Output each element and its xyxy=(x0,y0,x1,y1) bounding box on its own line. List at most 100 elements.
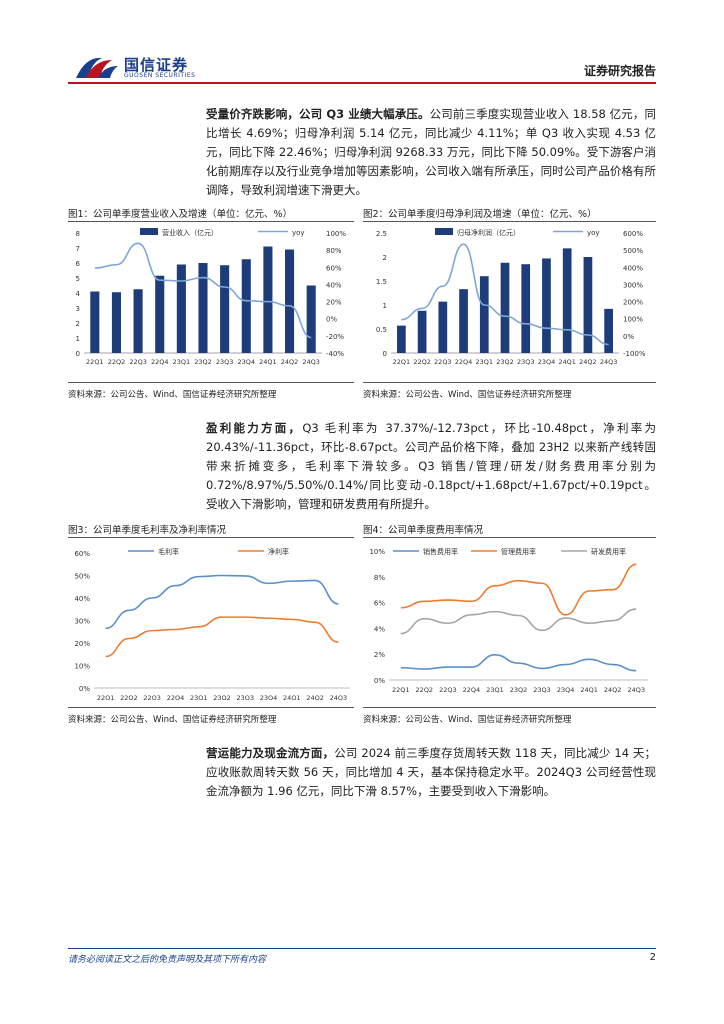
y-tick-label: 10% xyxy=(74,663,90,671)
x-tick-label: 23Q3 xyxy=(533,686,551,694)
bar xyxy=(241,259,251,353)
left-tick-label: 2 xyxy=(383,254,387,262)
bar xyxy=(562,248,572,353)
bar xyxy=(583,257,593,353)
legend-swatch-bar xyxy=(140,228,158,235)
y-tick-label: 0% xyxy=(79,685,90,693)
x-tick-label: 23Q2 xyxy=(496,358,514,366)
x-tick-label: 22Q3 xyxy=(439,686,457,694)
x-tick-label: 24Q3 xyxy=(302,358,320,366)
x-tick-label: 23Q4 xyxy=(260,694,278,700)
x-tick-label: 22Q1 xyxy=(392,686,410,694)
margin-chart: 0% 10% 20% 30% 40% 50% 60% 毛利率 净利率 22Q1 22Q2 22Q3 22… xyxy=(74,547,350,700)
figure-1-rule xyxy=(68,221,354,222)
right-tick-label: -40% xyxy=(326,350,344,358)
bar xyxy=(133,289,143,353)
left-tick-label: 7 xyxy=(76,245,80,253)
y-tick-label: 8% xyxy=(374,574,385,582)
series-line xyxy=(400,608,637,635)
left-tick-label: 2 xyxy=(76,320,80,328)
bar xyxy=(604,308,613,353)
footer-rule xyxy=(68,948,656,949)
x-tick-label: 22Q4 xyxy=(151,358,169,366)
legend-label: 净利率 xyxy=(268,547,289,556)
left-tick-label: 2.5 xyxy=(376,230,387,238)
x-tick-label: 22Q1 xyxy=(97,694,115,700)
bar xyxy=(220,265,230,353)
right-tick-label: 0% xyxy=(326,316,337,324)
paragraph-body: Q3 毛利率为 37.37%/-12.73pct，环比-10.48pct，净利率… xyxy=(206,421,656,511)
x-tick-label: 22Q4 xyxy=(463,686,481,694)
x-tick-label: 22Q3 xyxy=(143,694,161,700)
header-rule xyxy=(68,82,656,84)
paragraph-lead: 营运能力及现金流方面， xyxy=(206,746,335,760)
right-tick-label: 300% xyxy=(623,281,643,289)
figure-2-bottom-rule xyxy=(363,382,656,383)
left-tick-label: 1 xyxy=(76,335,80,343)
bar xyxy=(306,285,316,353)
bar xyxy=(285,249,295,353)
left-tick-label: 0 xyxy=(383,350,387,358)
figure-3-source: 资料来源：公司公告、Wind、国信证券经济研究所整理 xyxy=(68,715,277,725)
left-tick-label: 5 xyxy=(76,275,80,283)
bar xyxy=(176,264,186,353)
x-tick-label: 24Q2 xyxy=(306,694,324,700)
right-tick-label: 400% xyxy=(623,264,643,272)
figure-4-rule xyxy=(363,537,656,538)
x-tick-label: 24Q1 xyxy=(259,358,277,366)
paragraph-lead: 盈利能力方面， xyxy=(206,421,303,435)
x-tick-label: 23Q1 xyxy=(190,694,208,700)
x-tick-label: 23Q1 xyxy=(486,686,504,694)
right-tick-label: 100% xyxy=(623,316,643,324)
x-tick-label: 24Q3 xyxy=(600,358,618,366)
guosen-logo-icon xyxy=(76,57,118,78)
legend-label: yoy xyxy=(587,229,600,237)
figure-1-title: 图1：公司单季度营业收入及增速（单位：亿元、%） xyxy=(68,209,293,220)
bar xyxy=(417,310,427,353)
x-tick-label: 23Q2 xyxy=(194,358,212,366)
x-tick-label: 22Q3 xyxy=(434,358,452,366)
bar xyxy=(263,246,273,353)
figure-2-rule xyxy=(363,221,656,222)
y-tick-label: 20% xyxy=(74,640,90,648)
legend-label: 归母净利润（亿元） xyxy=(457,228,520,237)
x-tick-label: 23Q3 xyxy=(237,694,255,700)
x-tick-label: 22Q4 xyxy=(455,358,473,366)
figure-2-source: 资料来源：公司公告、Wind、国信证券经济研究所整理 xyxy=(363,390,572,400)
footer-disclaimer: 请务必阅读正文之后的免责声明及其项下所有内容 xyxy=(68,955,267,965)
x-tick-label: 23Q3 xyxy=(216,358,234,366)
bar xyxy=(542,258,551,353)
y-tick-label: 50% xyxy=(74,573,90,581)
bar xyxy=(521,264,531,353)
x-tick-label: 24Q1 xyxy=(580,686,598,694)
y-tick-label: 4% xyxy=(374,625,385,633)
y-tick-label: 6% xyxy=(374,600,385,608)
x-tick-label: 23Q1 xyxy=(173,358,191,366)
x-tick-label: 23Q4 xyxy=(557,686,575,694)
bar xyxy=(479,276,489,353)
paragraph-operations-cashflow: 营运能力及现金流方面，公司 2024 前三季度存货周转天数 118 天，同比减少… xyxy=(206,744,656,801)
x-tick-label: 22Q1 xyxy=(86,358,104,366)
legend-label: 销售费用率 xyxy=(423,547,458,556)
x-tick-label: 24Q3 xyxy=(330,694,348,700)
right-tick-label: 40% xyxy=(326,281,342,289)
figure-4-source: 资料来源：公司公告、Wind、国信证券经济研究所整理 xyxy=(363,715,572,725)
paragraph-profitability: 盈利能力方面，Q3 毛利率为 37.37%/-12.73pct，环比-10.48… xyxy=(206,419,656,514)
legend-label: 研发费用率 xyxy=(591,547,626,556)
legend-label: 营业收入（亿元） xyxy=(162,228,218,237)
y-tick-label: 30% xyxy=(74,618,90,626)
series-line xyxy=(105,616,339,658)
bar xyxy=(90,291,100,353)
y-tick-label: 10% xyxy=(369,548,385,556)
x-tick-label: 23Q3 xyxy=(517,358,535,366)
bar xyxy=(500,262,510,353)
x-tick-label: 24Q2 xyxy=(579,358,597,366)
y-tick-label: 2% xyxy=(374,651,385,659)
bar xyxy=(459,289,468,353)
right-tick-label: 200% xyxy=(623,299,643,307)
paragraph-body: 公司前三季度实现营业收入 18.58 亿元，同比增长 4.69%；归母净利润 5… xyxy=(206,107,656,197)
x-tick-label: 22Q1 xyxy=(393,358,411,366)
series-line xyxy=(105,574,339,630)
x-tick-label: 22Q2 xyxy=(413,358,431,366)
right-tick-label: 600% xyxy=(623,230,643,238)
